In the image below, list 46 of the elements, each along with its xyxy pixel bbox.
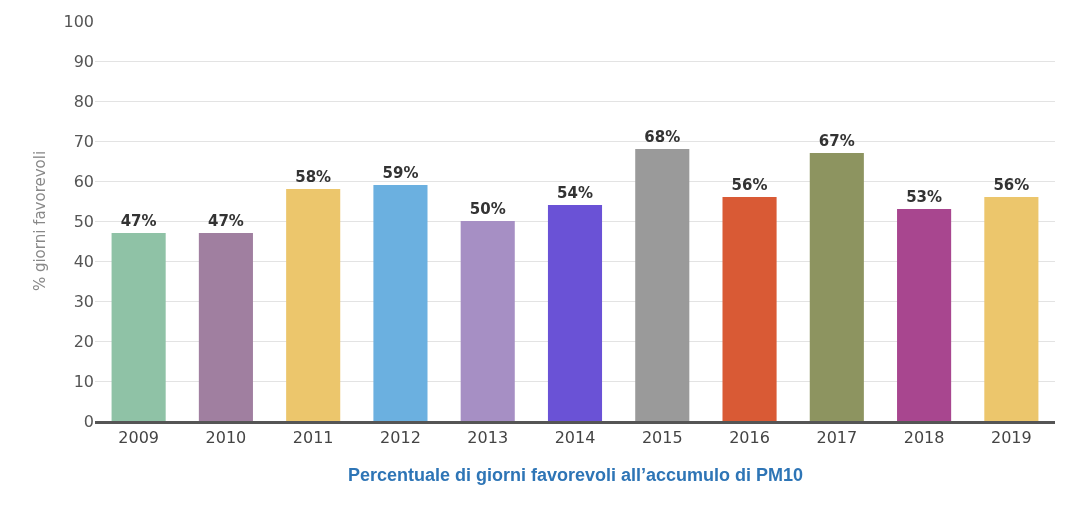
bar: [635, 149, 690, 421]
x-tick-label: 2011: [292, 428, 334, 448]
data-label: 59%: [382, 164, 419, 182]
x-tick-label: 2013: [467, 428, 509, 448]
x-tick-label: 2010: [205, 428, 247, 448]
bar: [111, 233, 166, 421]
data-label: 58%: [295, 168, 332, 186]
bar: [198, 233, 253, 421]
x-tick-label: 2017: [816, 428, 858, 448]
data-label: 67%: [818, 132, 855, 150]
y-tick-label: 80: [73, 91, 94, 111]
data-label: 50%: [469, 200, 506, 218]
data-label: 56%: [993, 176, 1030, 194]
bar: [722, 197, 777, 421]
data-label: 47%: [120, 212, 157, 230]
x-tick-label: 2009: [118, 428, 159, 448]
y-axis-title: % giorni favorevoli: [30, 150, 49, 292]
bar: [460, 221, 515, 421]
data-label: 53%: [906, 188, 943, 206]
y-tick-label: 40: [73, 251, 94, 271]
x-tick-label: 2019: [991, 428, 1032, 448]
x-tick-label: 2014: [554, 428, 596, 448]
bar: [897, 209, 952, 421]
data-label: 54%: [557, 184, 593, 202]
y-tick-label: 20: [73, 331, 94, 351]
bar: [547, 205, 603, 421]
x-tick-label: 2015: [641, 428, 683, 448]
bar: [286, 189, 341, 421]
x-tick-label: 2018: [903, 428, 945, 448]
bar: [809, 153, 864, 421]
bar: [984, 197, 1039, 421]
y-tick-label: 10: [73, 371, 94, 391]
data-label: 47%: [207, 212, 244, 230]
y-tick-label: 70: [73, 131, 94, 151]
text: Percentuale di giorni favorevoli all’accumulo di PM10: [348, 465, 804, 485]
data-label: 56%: [731, 176, 768, 194]
y-tick-label: 90: [73, 51, 94, 71]
y-tick-label: 60: [73, 171, 94, 191]
y-tick-label: 50: [73, 211, 94, 231]
data-label: 68%: [644, 128, 681, 146]
x-tick-label: 2012: [380, 428, 421, 448]
x-tick-label: 2016: [729, 428, 770, 448]
y-tick-label: 0: [83, 411, 94, 431]
y-tick-label: 30: [73, 291, 94, 311]
y-tick-label: 100: [63, 11, 94, 31]
bar: [373, 185, 428, 421]
